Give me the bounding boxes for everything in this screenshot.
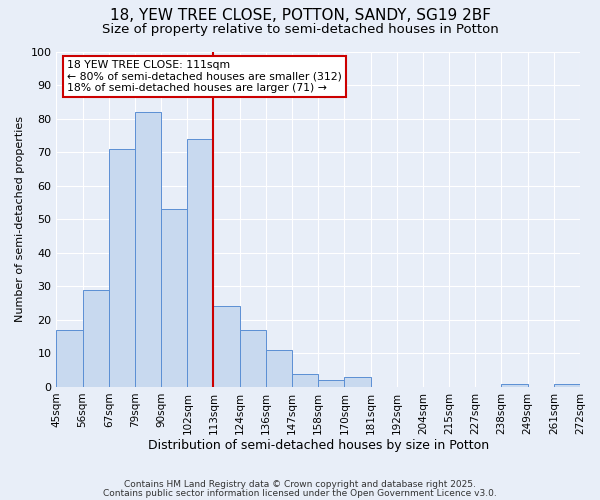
X-axis label: Distribution of semi-detached houses by size in Potton: Distribution of semi-detached houses by … [148, 440, 489, 452]
Bar [318, 380, 344, 387]
Bar [502, 384, 527, 387]
Text: Contains HM Land Registry data © Crown copyright and database right 2025.: Contains HM Land Registry data © Crown c… [124, 480, 476, 489]
Y-axis label: Number of semi-detached properties: Number of semi-detached properties [15, 116, 25, 322]
Bar [554, 384, 580, 387]
Bar [187, 138, 214, 387]
Bar [161, 209, 187, 387]
Text: 18, YEW TREE CLOSE, POTTON, SANDY, SG19 2BF: 18, YEW TREE CLOSE, POTTON, SANDY, SG19 … [110, 8, 491, 22]
Bar [344, 377, 371, 387]
Bar [239, 330, 266, 387]
Bar [266, 350, 292, 387]
Bar [109, 149, 135, 387]
Bar [83, 290, 109, 387]
Text: 18 YEW TREE CLOSE: 111sqm
← 80% of semi-detached houses are smaller (312)
18% of: 18 YEW TREE CLOSE: 111sqm ← 80% of semi-… [67, 60, 342, 93]
Bar [56, 330, 83, 387]
Text: Contains public sector information licensed under the Open Government Licence v3: Contains public sector information licen… [103, 488, 497, 498]
Bar [214, 306, 239, 387]
Bar [135, 112, 161, 387]
Text: Size of property relative to semi-detached houses in Potton: Size of property relative to semi-detach… [101, 22, 499, 36]
Bar [292, 374, 318, 387]
